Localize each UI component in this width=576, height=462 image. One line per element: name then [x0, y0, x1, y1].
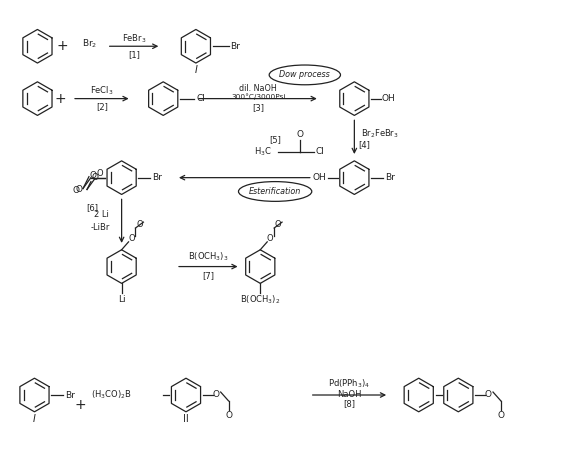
Text: FeBr$_3$: FeBr$_3$ [122, 32, 147, 45]
Text: -LiBr: -LiBr [90, 223, 109, 231]
Text: II: II [183, 413, 189, 424]
Text: O: O [97, 169, 103, 178]
Text: +: + [54, 91, 66, 106]
Text: Li: Li [118, 295, 126, 304]
Text: (H$_3$CO)$_2$B: (H$_3$CO)$_2$B [91, 389, 131, 401]
Text: Br$_2$FeBr$_3$: Br$_2$FeBr$_3$ [361, 128, 399, 140]
Text: Cl: Cl [315, 147, 324, 157]
Text: O: O [275, 219, 282, 229]
Text: O: O [73, 186, 79, 195]
Text: O: O [212, 389, 219, 399]
Text: Br: Br [152, 173, 162, 182]
Text: O: O [89, 171, 96, 180]
Text: O: O [267, 234, 274, 243]
Text: OH: OH [381, 94, 395, 103]
Text: 300°C/3000Psi: 300°C/3000Psi [231, 93, 286, 100]
Text: B(OCH$_3$)$_3$: B(OCH$_3$)$_3$ [188, 250, 229, 263]
Text: B(OCH$_3$)$_2$: B(OCH$_3$)$_2$ [240, 294, 281, 306]
Text: O: O [75, 185, 82, 194]
Text: Pd(PPh$_3$)$_4$: Pd(PPh$_3$)$_4$ [328, 378, 370, 390]
Text: O: O [92, 173, 98, 182]
Text: Esterification: Esterification [249, 187, 301, 196]
Text: O: O [297, 130, 304, 139]
Text: [1]: [1] [128, 49, 141, 59]
Text: [2]: [2] [96, 102, 108, 111]
Text: H$_3$C: H$_3$C [255, 146, 272, 158]
Text: I: I [195, 65, 198, 75]
Text: Br: Br [230, 42, 240, 51]
Text: O: O [128, 234, 135, 243]
Text: O: O [484, 389, 491, 399]
Text: O: O [498, 411, 505, 420]
Text: 2 Li: 2 Li [94, 210, 109, 219]
Text: Cl: Cl [196, 94, 205, 103]
Text: Br$_2$: Br$_2$ [82, 37, 97, 49]
Text: [4]: [4] [358, 140, 370, 150]
Text: [6]: [6] [86, 203, 98, 212]
Text: [8]: [8] [343, 399, 355, 408]
Text: [3]: [3] [252, 103, 264, 112]
Text: I: I [33, 413, 36, 424]
Text: [5]: [5] [269, 136, 281, 145]
Text: +: + [74, 398, 86, 412]
Text: [7]: [7] [202, 271, 214, 280]
Text: FeCl$_3$: FeCl$_3$ [90, 85, 113, 97]
Text: NaOH: NaOH [337, 389, 362, 399]
Text: OH: OH [313, 173, 327, 182]
Text: O: O [225, 411, 232, 420]
Text: O: O [136, 219, 143, 229]
Text: Dow process: Dow process [279, 70, 330, 79]
Text: dil. NaOH: dil. NaOH [240, 84, 277, 93]
Text: +: + [56, 39, 68, 53]
Text: Br: Br [65, 390, 75, 400]
Text: Br: Br [385, 173, 395, 182]
